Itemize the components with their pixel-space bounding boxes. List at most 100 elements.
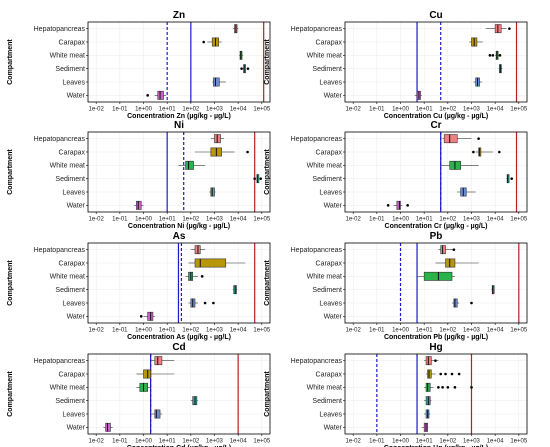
panel-ni-outlier — [253, 177, 256, 180]
panel-hg-outlier — [457, 372, 461, 376]
panel-cu-outlier — [498, 54, 502, 57]
panel-cu-xtick-label: 1e-02 — [346, 107, 362, 113]
panel-cu-xlabel: Concentration Cu (µg/kg - µg/L) — [384, 113, 489, 120]
panel-cd-xtick-label: 1e+01 — [159, 439, 177, 445]
panel-pb-outlier — [452, 248, 456, 251]
panel-as-xtick-label: 1e+02 — [182, 328, 200, 334]
panel-cd-box — [143, 369, 151, 379]
panel-cd-category-label: White meat — [50, 385, 85, 392]
panel-cd-category-label: Sediment — [55, 398, 85, 405]
panel-as-outlier — [212, 301, 215, 305]
panel-cu-outlier — [488, 54, 492, 57]
panel-zn-box — [157, 90, 164, 100]
panel-cr-xtick-label: 1e+01 — [416, 217, 434, 223]
panel-hg-xtick-label: 1e+00 — [392, 439, 410, 445]
panel-cd-xtick-label: 1e+02 — [182, 439, 200, 445]
panel-hg-outlier — [441, 386, 444, 389]
panel-as-ylabel: Compartment — [7, 260, 14, 306]
panel-hg-ylabel: Compartment — [264, 371, 271, 417]
panel-ni-category-label: Water — [67, 203, 86, 210]
panel-pb-category-label: Hepatopancreas — [291, 247, 343, 254]
panel-cu-frame — [344, 21, 528, 103]
panel-cd-category-label: Hepatopancreas — [34, 358, 86, 365]
panel-zn-plot-bg — [88, 22, 270, 102]
panel-pb-title: Pb — [430, 231, 443, 242]
panel-pb-xtick-label: 1e+01 — [416, 328, 434, 334]
panel-zn-category-label: White meat — [50, 53, 85, 60]
panel-pb-xtick-label: 1e+02 — [439, 328, 457, 334]
panel-zn-xtick-label: 1e+03 — [206, 107, 224, 113]
panel-hg-xtick-label: 1e+04 — [487, 439, 505, 445]
panel-cd-plot-bg — [88, 354, 270, 434]
panel-cu-xtick-label: 1e+00 — [392, 107, 410, 113]
panel-as-outlier — [200, 275, 204, 278]
panel-cd-box — [154, 356, 163, 366]
panel-ni-xtick-label: 1e-01 — [112, 217, 128, 223]
panel-zn-xlabel: Concentration Zn (µg/kg - µg/L) — [127, 113, 231, 120]
panel-as-category-label: Carapax — [59, 260, 86, 267]
panel-cd-title: Cd — [172, 342, 185, 353]
panel-pb-plot-bg — [345, 243, 527, 323]
panel-ni-xtick-label: 1e+01 — [159, 217, 177, 223]
panel-ni-ylabel: Compartment — [7, 149, 14, 195]
panel-cr-category-label: Sediment — [312, 176, 342, 183]
panel-pb-xtick-label: 1e+05 — [510, 328, 528, 334]
panel-cd-ylabel: Compartment — [7, 371, 14, 417]
panel-cu-xtick-label: 1e+01 — [416, 107, 434, 113]
panel-cr-frame — [344, 131, 528, 213]
panel-ni-outlier — [259, 177, 263, 180]
panel-as-frame — [87, 242, 271, 324]
panel-cd-xtick-label: 1e-02 — [89, 439, 105, 445]
panel-cr-box — [396, 200, 401, 210]
panel-pb-category-label: Carapax — [316, 260, 343, 267]
panel-cu-category-label: Hepatopancreas — [291, 26, 343, 33]
panel-ni-box — [136, 200, 142, 210]
panel-hg-category-label: Sediment — [312, 398, 342, 405]
panel-cr-outlier — [406, 204, 409, 207]
panel-pb-xtick-label: 1e-01 — [369, 328, 385, 334]
panel-as-xtick-label: 1e-02 — [89, 328, 105, 334]
panel-ni-xlabel: Concentration Ni (µg/kg - µg/L) — [128, 223, 230, 230]
panel-as-xtick-label: 1e+05 — [253, 328, 271, 334]
panel-cr-box — [443, 134, 458, 144]
panel-zn-xtick-label: 1e-02 — [89, 107, 105, 113]
panel-cr-xtick-label: 1e-01 — [369, 217, 385, 223]
panel-cu-category-label: White meat — [307, 53, 342, 60]
panel-ni-xtick-label: 1e+05 — [253, 217, 271, 223]
panel-cd-xtick-label: 1e+05 — [253, 439, 271, 445]
panel-cr-xlabel: Concentration Cr (µg/kg - µg/L) — [385, 223, 488, 230]
panel-pb-xtick-label: 1e+03 — [463, 328, 481, 334]
panel-cd-xtick-label: 1e+00 — [135, 439, 153, 445]
panel-as-xtick-label: 1e+00 — [135, 328, 153, 334]
panel-pb-xtick-label: 1e-02 — [346, 328, 362, 334]
panel-as-category-label: Water — [67, 314, 86, 321]
panel-ni-category-label: Sediment — [55, 176, 85, 183]
panel-cr-xtick-label: 1e-02 — [346, 217, 362, 223]
panel-hg-plot-bg — [345, 354, 527, 434]
panel-cd-box — [105, 422, 111, 432]
panel-pb-ylabel: Compartment — [264, 260, 271, 306]
panel-as-xlabel: Concentration As (µg/kg - µg/L) — [127, 334, 231, 341]
panel-cr-xtick-label: 1e+02 — [439, 217, 457, 223]
panel-pb-category-label: Leaves — [319, 300, 342, 307]
panel-cr-category-label: Water — [324, 203, 343, 210]
panel-cd-category-label: Leaves — [62, 411, 85, 418]
panel-ni-category-label: Carapax — [59, 149, 86, 156]
panel-as-category-label: Sediment — [55, 287, 85, 294]
panel-cu-xtick-label: 1e+02 — [439, 107, 457, 113]
panel-as-xtick-label: 1e+03 — [206, 328, 224, 334]
panel-cr-xtick-label: 1e+00 — [392, 217, 410, 223]
panel-pb-xlabel: Concentration Pb (µg/kg - µg/L) — [384, 334, 488, 341]
panel-hg-xtick-label: 1e+03 — [463, 439, 481, 445]
panel-hg-xlabel: Concentration Hg (µg/kg - µg/L) — [384, 445, 489, 447]
panel-hg-xtick-label: 1e+02 — [439, 439, 457, 445]
panel-hg-outlier — [453, 386, 457, 389]
panel-hg-category-label: Hepatopancreas — [291, 358, 343, 365]
panel-hg-category-label: White meat — [307, 385, 342, 392]
panel-hg-outlier — [470, 386, 473, 389]
panel-as-title: As — [173, 231, 186, 242]
panel-hg-title: Hg — [429, 342, 442, 353]
panel-hg-outlier — [437, 386, 440, 389]
panel-zn-outlier — [246, 67, 250, 70]
